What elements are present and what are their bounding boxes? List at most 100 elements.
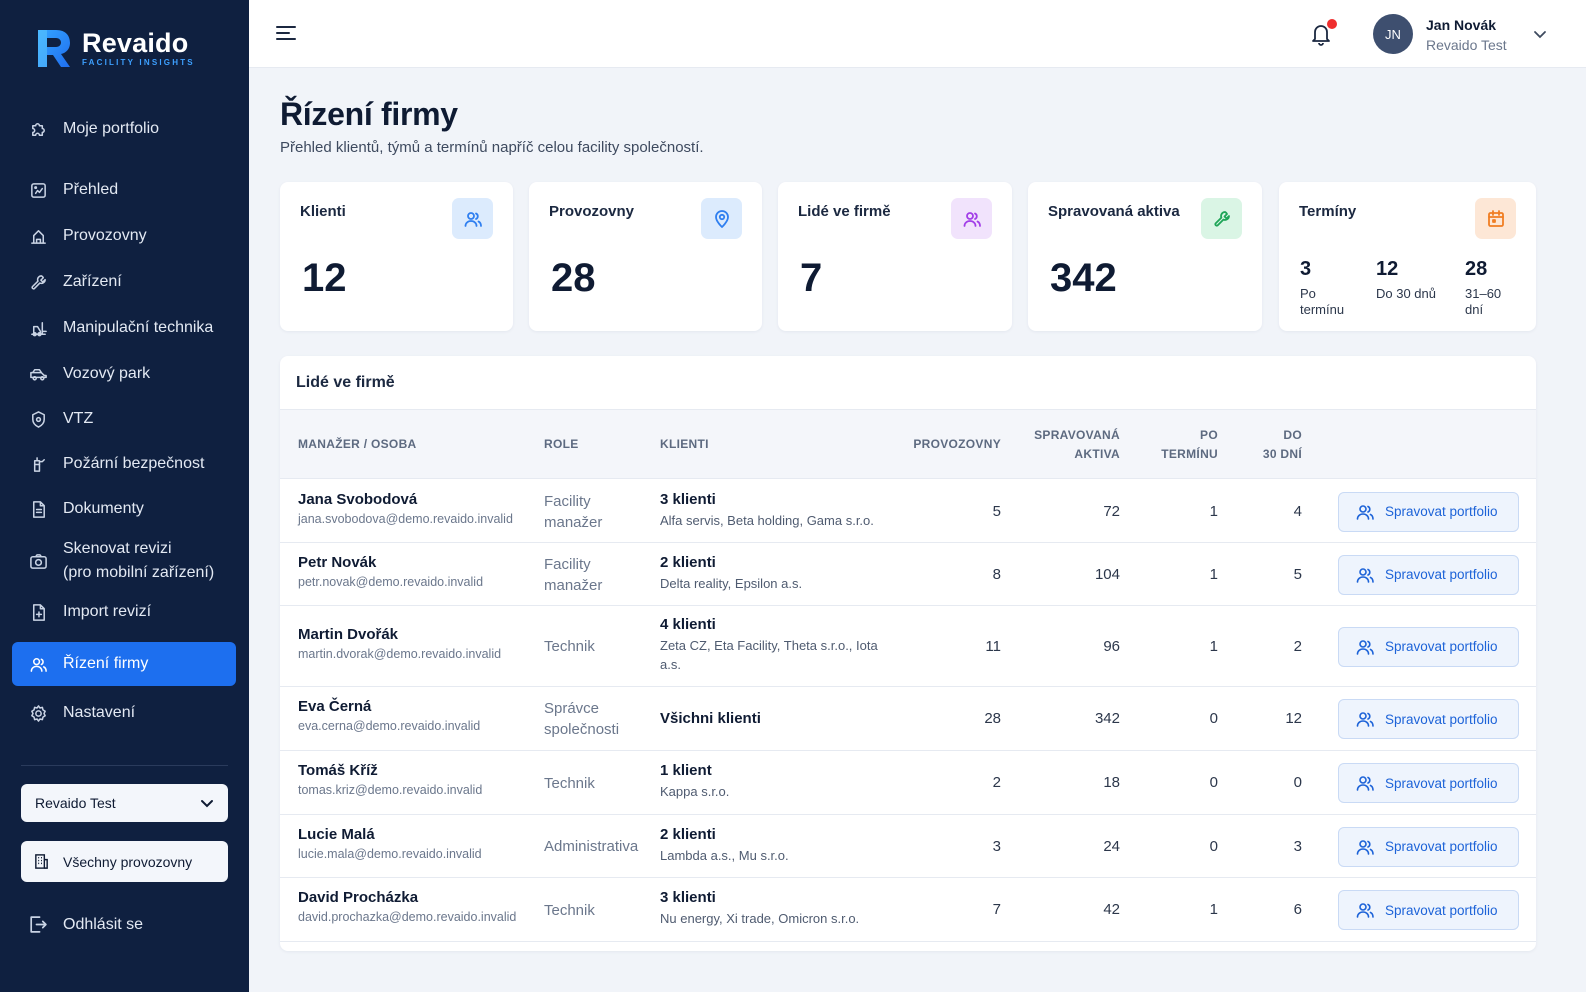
overdue-count: 0 <box>1209 837 1218 855</box>
due-30-count: 6 <box>1293 901 1302 918</box>
sidebar-item-provozovny[interactable]: Provozovny <box>12 215 236 257</box>
person-name: David Procházka <box>298 889 419 906</box>
sidebar-item-pozarni-bezpecnost[interactable]: Požární bezpečnost <box>12 443 236 485</box>
stat-card-terminy[interactable]: Termíny 3 Po termínu 12 Do 30 dnů 28 31–… <box>1279 182 1536 331</box>
column-header-clients[interactable]: KLIENTI <box>660 437 709 451</box>
assets-count: 104 <box>1094 565 1120 583</box>
sites-count: 3 <box>992 837 1001 855</box>
assets-count: 18 <box>1103 774 1120 791</box>
assets-count: 342 <box>1094 710 1120 727</box>
clients-cell: Všichni klienti <box>660 710 761 727</box>
term-overdue: 3 Po termínu <box>1300 258 1350 318</box>
users-icon <box>27 653 49 675</box>
person-name: Tomáš Kříž <box>298 762 378 779</box>
stat-card-label: Lidé ve firmě <box>798 203 891 220</box>
sidebar-item-label: Manipulační technika <box>63 319 214 336</box>
manage-users-icon <box>1356 903 1374 918</box>
clients-list: Lambda a.s., Mu s.r.o. <box>660 847 789 863</box>
sidebar-item-moje-portfolio[interactable]: Moje portfolio <box>12 108 236 150</box>
calendar-icon <box>1475 198 1516 239</box>
sidebar-item-vozovy-park[interactable]: Vozový park <box>12 353 236 395</box>
page-subtitle: Přehled klientů, týmů a termínů napříč c… <box>280 139 704 156</box>
manage-portfolio-button[interactable]: Spravovat portfolio <box>1338 626 1519 667</box>
term-value: 28 <box>1465 258 1488 280</box>
person-name: Lucie Malá <box>298 825 375 843</box>
stat-card-label: Klienti <box>300 203 346 220</box>
manage-portfolio-button[interactable]: Spravovat portfolio <box>1338 763 1519 803</box>
person-cell: Lucie Malá lucie.mala@demo.revaido.invali… <box>298 826 482 861</box>
column-header-person[interactable]: MANAŽER / OSOBA <box>298 437 417 451</box>
sidebar-item-label: Provozovny <box>63 227 147 244</box>
sidebar-item-label: Požární bezpečnost <box>63 455 205 472</box>
person-email: martin.dvorak@demo.revaido.invalid <box>298 646 502 661</box>
term-due-30: 12 Do 30 dnů <box>1376 258 1436 302</box>
manage-portfolio-label: Spravovat portfolio <box>1385 567 1498 582</box>
sidebar-item-import-revizi[interactable]: Import revizí <box>12 591 236 633</box>
column-header-overdue[interactable]: PO TERMÍNU <box>1161 426 1218 464</box>
sidebar-item-manipulacni-technika[interactable]: Manipulační technika <box>12 307 236 349</box>
stat-card-label: Termíny <box>1299 203 1357 220</box>
sidebar-divider <box>21 765 228 766</box>
manage-portfolio-button[interactable]: Spravovat portfolio <box>1338 826 1519 867</box>
manage-portfolio-button[interactable]: Spravovat portfolio <box>1338 890 1519 930</box>
column-header-due-30[interactable]: DO 30 DNÍ <box>1263 426 1302 464</box>
sidebar-item-skenovat-revizi[interactable]: Skenovat revizi (pro mobilní zařízení) <box>12 536 236 586</box>
sidebar-item-zarizeni[interactable]: Zařízení <box>12 261 236 303</box>
table-row: Jana Svobodová jana.svobodova@demo.revaid… <box>280 480 1536 543</box>
person-name: Petr Novák <box>298 553 377 571</box>
brand-logo[interactable]: Revaido FACILITY INSIGHTS <box>34 26 195 70</box>
table-header: MANAŽER / OSOBA ROLE KLIENTI PROVOZOVNY … <box>280 409 1536 479</box>
sites-count: 8 <box>992 565 1001 583</box>
assets-count: 72 <box>1103 502 1120 520</box>
document-icon <box>27 498 49 520</box>
chevron-down-icon <box>201 800 213 808</box>
person-cell: Jana Svobodová jana.svobodova@demo.revaid… <box>298 491 513 526</box>
wrench-icon <box>27 271 49 293</box>
company-select[interactable]: Revaido Test <box>21 784 228 822</box>
column-header-role[interactable]: ROLE <box>544 437 579 451</box>
column-header-sites[interactable]: PROVOZOVNY <box>913 437 1001 451</box>
overdue-count: 0 <box>1209 710 1218 727</box>
logout-button[interactable]: Odhlásit se <box>27 914 143 935</box>
manage-portfolio-label: Spravovat portfolio <box>1385 775 1498 791</box>
stat-card-value: 28 <box>551 256 596 300</box>
sidebar-item-prehled[interactable]: Přehled <box>12 169 236 211</box>
term-label: Po termínu <box>1300 286 1345 317</box>
manage-portfolio-button[interactable]: Spravovat portfolio <box>1338 699 1519 739</box>
header-line: 30 DNÍ <box>1262 447 1302 461</box>
stat-card-provozovny[interactable]: Provozovny 28 <box>529 182 762 331</box>
clients-cell: 2 klienti Lambda a.s., Mu s.r.o. <box>660 826 895 865</box>
manage-users-icon <box>1356 639 1374 655</box>
chevron-down-icon[interactable] <box>1533 27 1547 41</box>
person-name: Eva Černá <box>298 698 372 715</box>
stat-card-spravovana-aktiva[interactable]: Spravovaná aktiva 342 <box>1028 182 1262 331</box>
manage-portfolio-button[interactable]: Spravovat portfolio <box>1338 554 1519 595</box>
stat-card-lide-ve-firme[interactable]: Lidé ve firmě 7 <box>778 182 1012 331</box>
avatar[interactable]: JN <box>1373 14 1413 54</box>
sidebar-item-rizeni-firmy[interactable]: Řízení firmy <box>12 642 236 686</box>
role-cell: Technik <box>544 638 595 655</box>
stat-card-klienti[interactable]: Klienti 12 <box>280 182 513 331</box>
brand-tagline: FACILITY INSIGHTS <box>82 58 195 67</box>
notification-badge <box>1327 19 1337 29</box>
sidebar-item-vtz[interactable]: VTZ <box>12 398 236 440</box>
clients-cell: 4 klienti Zeta CZ, Eta Facility, Theta s.… <box>660 616 895 674</box>
manage-portfolio-button[interactable]: Spravovat portfolio <box>1338 491 1519 532</box>
clients-list: Zeta CZ, Eta Facility, Theta s.r.o., Iot… <box>660 638 878 672</box>
user-name[interactable]: Jan Novák <box>1426 17 1497 33</box>
sidebar-item-label: Zařízení <box>63 273 122 290</box>
sidebar-item-dokumenty[interactable]: Dokumenty <box>12 488 236 530</box>
person-email: eva.cerna@demo.revaido.invalid <box>298 719 481 733</box>
assets-count: 42 <box>1103 901 1120 918</box>
menu-icon[interactable] <box>276 24 296 42</box>
clients-count: 3 klienti <box>660 490 716 508</box>
sidebar-item-nastaveni[interactable]: Nastavení <box>12 692 236 734</box>
all-sites-button[interactable]: Všechny provozovny <box>21 841 228 882</box>
column-header-assets[interactable]: SPRAVOVANÁ AKTIVA <box>1034 426 1120 464</box>
sidebar-item-label: Nastavení <box>63 704 136 721</box>
notification-bell-icon[interactable] <box>1310 22 1332 46</box>
manage-users-icon <box>1356 567 1374 583</box>
person-cell: Tomáš Kříž tomas.kriz@demo.revaido.invali… <box>298 762 482 797</box>
gear-icon <box>27 702 49 724</box>
clients-list: Alfa servis, Beta holding, Gama s.r.o. <box>660 512 874 528</box>
